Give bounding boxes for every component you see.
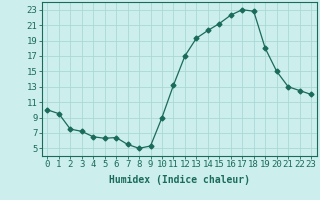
- X-axis label: Humidex (Indice chaleur): Humidex (Indice chaleur): [109, 175, 250, 185]
